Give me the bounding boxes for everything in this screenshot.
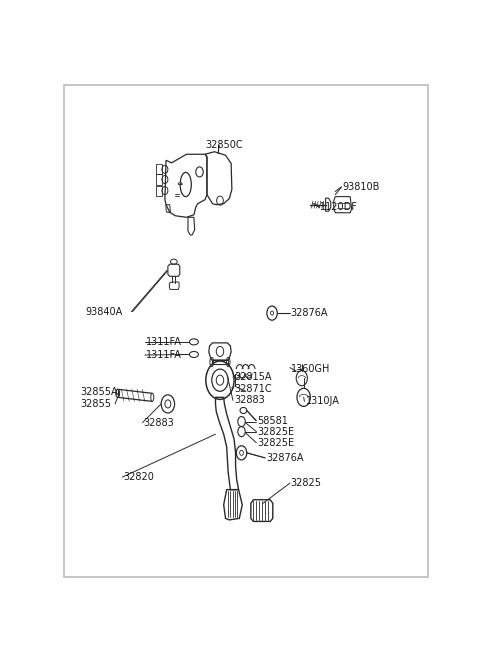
Text: 32825E: 32825E — [257, 426, 294, 437]
Text: 32855A: 32855A — [81, 387, 118, 398]
Text: 1360GH: 1360GH — [290, 364, 330, 373]
Text: 1120DF: 1120DF — [321, 202, 358, 212]
Text: 32825: 32825 — [290, 478, 322, 488]
Text: 93810B: 93810B — [343, 182, 380, 192]
Text: 32876A: 32876A — [290, 308, 328, 318]
Text: 93840A: 93840A — [85, 307, 122, 316]
Text: 1311FA: 1311FA — [145, 350, 181, 360]
Text: 58581: 58581 — [257, 415, 288, 426]
Text: 32871C: 32871C — [234, 384, 272, 394]
Text: 32883: 32883 — [234, 396, 265, 405]
Text: 32883: 32883 — [144, 418, 174, 428]
Text: 32815A: 32815A — [234, 372, 272, 382]
Text: 32876A: 32876A — [266, 453, 304, 463]
Text: 32855: 32855 — [81, 399, 111, 409]
Text: 1311FA: 1311FA — [145, 337, 181, 347]
Text: 32820: 32820 — [123, 472, 154, 482]
Text: 32825E: 32825E — [257, 438, 294, 448]
Text: 1310JA: 1310JA — [305, 396, 339, 406]
Text: 32850C: 32850C — [205, 140, 243, 150]
